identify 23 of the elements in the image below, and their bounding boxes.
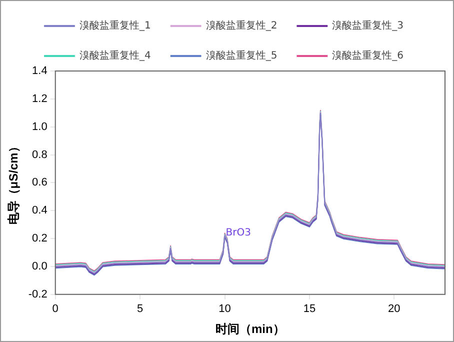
legend-label: 溴酸盐重复性_5 <box>206 50 278 62</box>
y-tick-label: 1.0 <box>32 120 48 133</box>
x-axis-title: 时间（min） <box>216 322 285 336</box>
y-tick-label: 0.0 <box>32 260 48 273</box>
y-tick-label: 0.2 <box>32 232 48 245</box>
x-tick-label: 5 <box>137 303 144 316</box>
y-tick-label: 0.4 <box>32 204 48 217</box>
x-tick-label: 15 <box>303 303 316 316</box>
annotation: BrO3 <box>226 227 251 238</box>
y-tick-label: 1.2 <box>32 92 48 105</box>
y-tick-label: 1.4 <box>32 65 48 78</box>
legend-label: 溴酸盐重复性_2 <box>206 20 278 32</box>
x-tick-label: 0 <box>52 303 58 316</box>
legend-label: 溴酸盐重复性_4 <box>79 50 151 62</box>
legend-label: 溴酸盐重复性_6 <box>332 50 404 62</box>
y-tick-label: 0.6 <box>32 176 48 189</box>
legend-label: 溴酸盐重复性_1 <box>79 20 151 32</box>
x-tick-label: 10 <box>218 303 231 316</box>
legend-label: 溴酸盐重复性_3 <box>332 20 404 32</box>
y-tick-label: 0.8 <box>32 148 48 161</box>
y-tick-label: -0.2 <box>28 288 48 300</box>
y-axis-title: 电导（μS/cm） <box>6 140 21 225</box>
x-tick-label: 20 <box>388 303 400 316</box>
